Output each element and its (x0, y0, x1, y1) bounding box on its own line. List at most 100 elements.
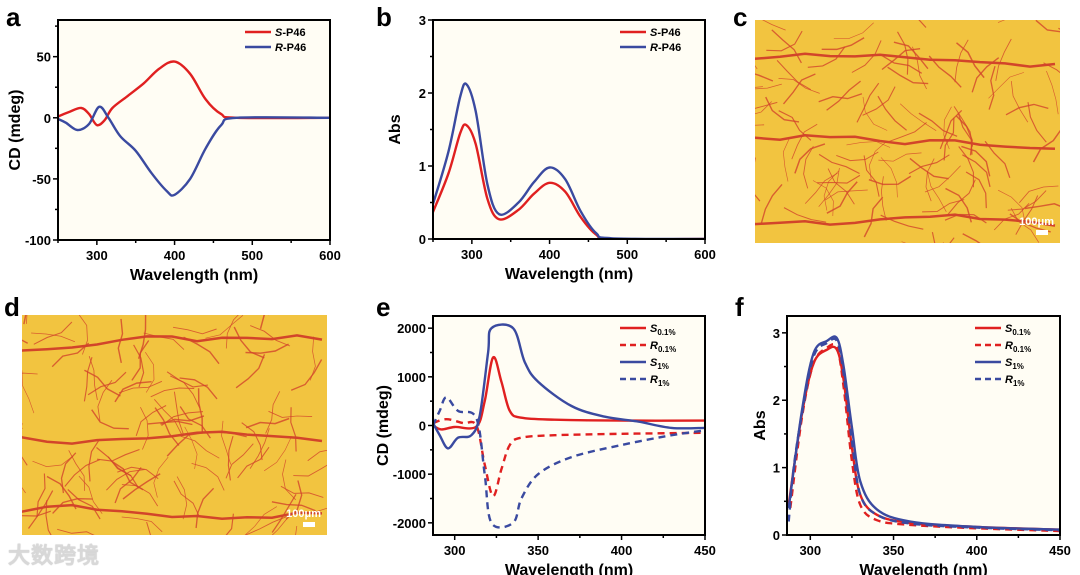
vein (195, 487, 215, 529)
legend-name: R (275, 42, 283, 54)
vein (881, 176, 887, 221)
vein (259, 315, 265, 329)
series-line-R1 (433, 396, 705, 529)
vein (836, 151, 879, 162)
panel-label-b: b (376, 2, 392, 32)
legend-name: S (650, 323, 658, 335)
vein (880, 157, 898, 198)
vein (153, 456, 169, 498)
vein (32, 455, 74, 467)
vein (765, 96, 800, 123)
vein (83, 357, 93, 402)
vein (954, 39, 969, 83)
vein (1027, 102, 1047, 143)
vein (869, 141, 887, 181)
vein (766, 30, 803, 52)
vein (760, 183, 783, 224)
vein (823, 170, 840, 211)
vein (161, 411, 204, 427)
vein (225, 315, 239, 349)
vein (265, 391, 281, 434)
vein (918, 20, 927, 28)
vein (812, 180, 834, 217)
y-tick-label: 0 (419, 232, 426, 247)
vein (280, 485, 324, 498)
scale-bar-label: 100μm (286, 508, 321, 520)
vein (1024, 203, 1060, 210)
vein (939, 109, 963, 150)
vein (271, 493, 297, 533)
y-tick-label: 2000 (397, 321, 426, 336)
legend-suffix: -P46 (658, 42, 681, 54)
legend-name: R (1005, 374, 1013, 386)
x-axis-label: Wavelength (nm) (859, 562, 987, 575)
vein (826, 181, 858, 214)
y-tick-label: -2000 (393, 516, 426, 531)
vein (166, 371, 208, 388)
vein (778, 110, 812, 141)
vein (944, 213, 987, 224)
x-axis-label: Wavelength (nm) (505, 266, 633, 283)
vein (88, 355, 98, 401)
legend-subscript: 0.1% (1012, 328, 1030, 337)
panel-label-f: f (735, 292, 744, 322)
watermark: 大数跨境 (8, 543, 101, 568)
legend-subscript: 1% (1012, 362, 1024, 371)
y-tick-label: -50 (32, 172, 51, 187)
vein (87, 371, 127, 396)
vein (816, 174, 861, 184)
x-axis-label: Wavelength (nm) (130, 267, 258, 284)
vein (78, 475, 103, 514)
vein (803, 145, 814, 189)
axis-frame (57, 19, 331, 241)
vein (264, 436, 292, 472)
panel-label-e: e (376, 292, 391, 322)
x-tick-label: 450 (1049, 543, 1071, 558)
vein (782, 73, 816, 105)
vein (791, 123, 818, 160)
vein (807, 46, 846, 68)
vein (118, 380, 163, 394)
vein (244, 506, 277, 535)
vein (851, 40, 882, 73)
vein (961, 145, 991, 177)
vein (285, 480, 303, 520)
vein (271, 501, 316, 512)
y-axis-label: CD (mdeg) (7, 90, 24, 171)
vein (22, 423, 28, 466)
scale-bar (1036, 230, 1048, 235)
vein (818, 93, 863, 103)
panel-label-a: a (6, 2, 21, 32)
vein (818, 168, 840, 207)
legend-name: S (650, 357, 658, 369)
legend-subscript: 1% (657, 362, 669, 371)
vein (962, 154, 991, 188)
y-tick-label: 1000 (397, 370, 426, 385)
vein (290, 359, 323, 391)
panel-label-d: d (4, 292, 20, 322)
vein (755, 213, 1056, 227)
legend: S0.1%R0.1%S1%R1% (975, 323, 1031, 388)
vein (880, 214, 924, 230)
vein (988, 66, 996, 110)
vein (995, 38, 1012, 81)
micrograph-background (22, 315, 327, 535)
vein (755, 86, 763, 88)
legend-entry: R1% (1005, 374, 1025, 388)
vein (173, 326, 217, 335)
vein (293, 464, 327, 477)
vein (60, 452, 77, 494)
vein (96, 448, 140, 462)
vein (928, 55, 962, 88)
vein (997, 189, 1026, 223)
x-tick-label: 400 (611, 543, 633, 558)
legend-name: R (650, 374, 658, 386)
y-tick-label: 1 (419, 159, 426, 174)
vein (22, 334, 323, 353)
legend-name: S (650, 27, 658, 39)
vein (133, 344, 145, 388)
legend-name: S (1005, 357, 1013, 369)
vein (97, 379, 113, 422)
vein (1015, 195, 1039, 235)
vein (84, 369, 121, 397)
